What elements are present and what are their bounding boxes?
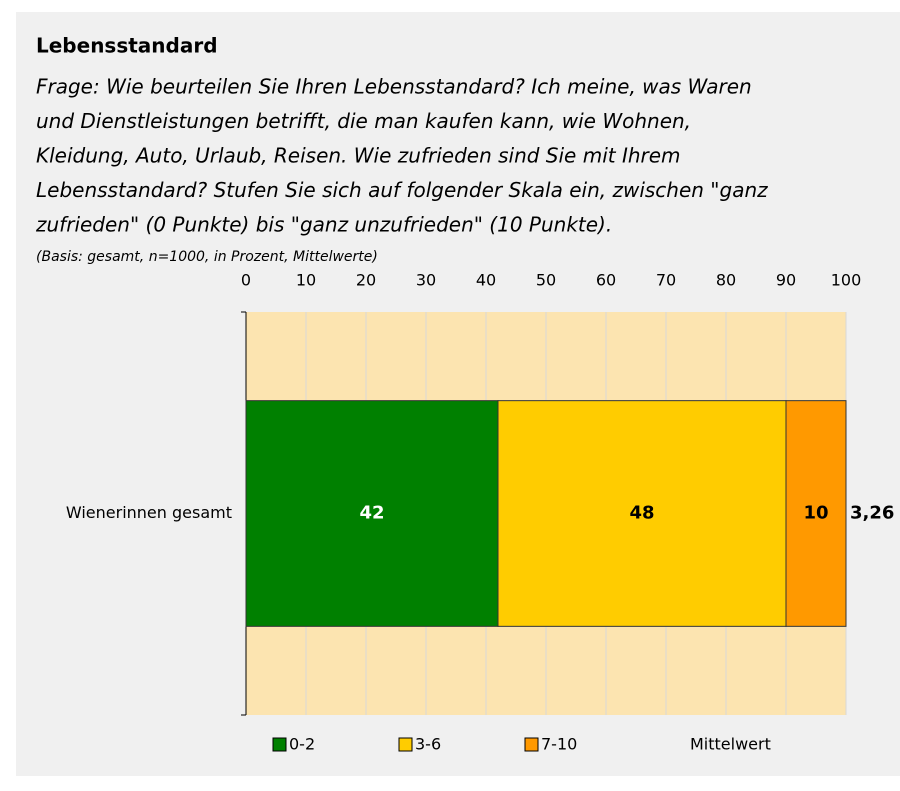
- legend-swatch: [524, 737, 539, 752]
- x-tick-label: 0: [241, 271, 251, 290]
- x-tick-label: 60: [596, 271, 616, 290]
- data-label: 10: [803, 503, 828, 524]
- x-tick-label: 80: [716, 271, 736, 290]
- subtitle-line: Kleidung, Auto, Urlaub, Reisen. Wie zufr…: [36, 144, 681, 168]
- subtitle-line: zufrieden" (0 Punkte) bis "ganz unzufrie…: [35, 213, 612, 237]
- legend-label: Mittelwert: [690, 735, 771, 754]
- data-label: 42: [359, 503, 384, 524]
- legend-swatch: [398, 737, 413, 752]
- x-tick-label: 30: [416, 271, 436, 290]
- subtitle-line: Frage: Wie beurteilen Sie Ihren Lebensst…: [36, 75, 752, 99]
- x-tick-label: 10: [296, 271, 316, 290]
- subtitle-line: und Dienstleistungen betrifft, die man k…: [36, 109, 691, 133]
- bar-segment: [785, 400, 847, 627]
- x-tick-label: 40: [476, 271, 496, 290]
- mean-label: 3,26: [850, 503, 894, 524]
- note: (Basis: gesamt, n=1000, in Prozent, Mitt…: [36, 249, 378, 265]
- legend-label: 0-2: [289, 735, 315, 754]
- legend-label: 3-6: [415, 735, 441, 754]
- x-tick-label: 50: [536, 271, 556, 290]
- bar-segment: [245, 400, 499, 627]
- x-tick-label: 90: [776, 271, 796, 290]
- chart-title: Lebensstandard: [36, 34, 218, 58]
- x-tick-label: 20: [356, 271, 376, 290]
- y-tick-label: Wienerinnen gesamt: [66, 503, 232, 522]
- legend-swatch: [272, 737, 287, 752]
- bar-segment: [497, 400, 787, 627]
- x-tick-label: 70: [656, 271, 676, 290]
- subtitle-line: Lebensstandard? Stufen Sie sich auf folg…: [36, 178, 768, 202]
- data-label: 48: [629, 503, 654, 524]
- legend-label: 7-10: [541, 735, 577, 754]
- x-tick-label: 100: [831, 271, 862, 290]
